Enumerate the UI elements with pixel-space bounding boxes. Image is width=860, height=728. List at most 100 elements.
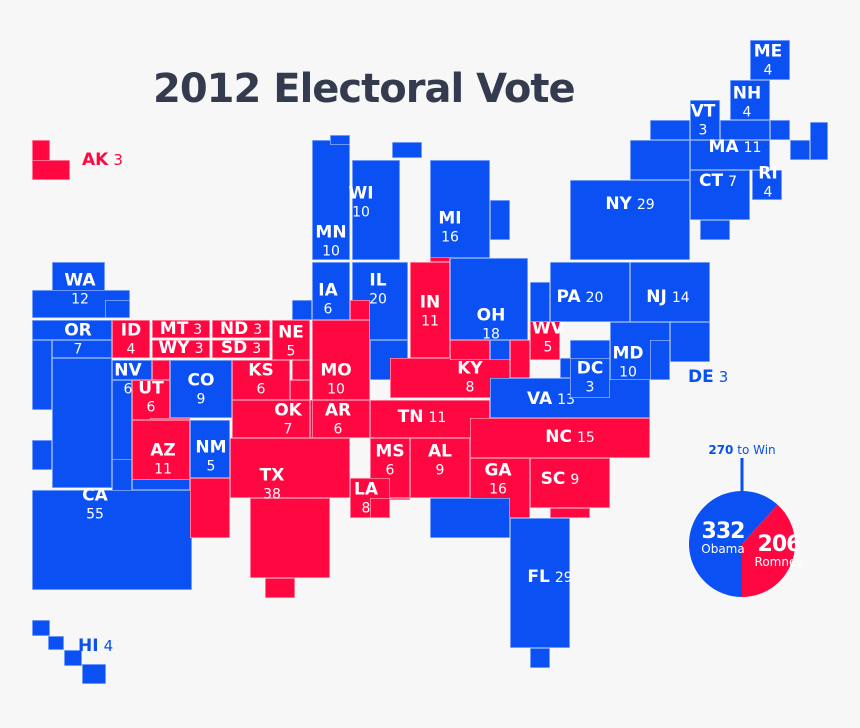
state-votes: 3 [113, 151, 123, 169]
state-shape [232, 400, 310, 438]
state-shape [112, 320, 150, 358]
state-shape [570, 180, 690, 260]
state-shape [430, 498, 510, 538]
obama-votes: 332 [701, 519, 746, 544]
state-shape [265, 578, 295, 598]
threshold-label: 270 to Win [708, 443, 775, 457]
state-shape [52, 262, 105, 292]
state-shape [470, 418, 650, 458]
threshold-text: to Win [737, 443, 776, 457]
state-shape [410, 262, 450, 358]
state-shape [670, 322, 710, 362]
state-shape [350, 300, 370, 320]
romney-name: Romney [754, 555, 804, 569]
state-abbr: AK [82, 150, 109, 170]
state-shape [570, 340, 610, 360]
state-shape [32, 440, 52, 470]
state-shape [430, 256, 450, 262]
state-shape [312, 262, 350, 320]
state-shape [790, 140, 810, 160]
state-shape [330, 135, 350, 145]
title-year: 2012 [153, 66, 261, 112]
state-shape [32, 320, 112, 340]
state-shape [82, 664, 106, 684]
state-shape [32, 160, 70, 180]
state-shape [232, 360, 290, 400]
state-shape [290, 380, 310, 400]
state-shape [292, 360, 310, 380]
state-shape [170, 360, 232, 418]
state-shape [550, 508, 590, 518]
state-shape [570, 358, 610, 398]
state-shape [150, 418, 190, 420]
state-shape [250, 498, 330, 578]
state-shape [770, 120, 790, 140]
state-label: DE 3 [688, 367, 728, 387]
state-shape [272, 320, 310, 360]
state-shape [312, 140, 350, 260]
state-label: HI 4 [78, 636, 113, 656]
state-shape [292, 300, 312, 320]
state-shape [550, 262, 630, 322]
state-label: AK 3 [82, 150, 123, 170]
state-shape [312, 400, 370, 438]
state-shape [752, 170, 782, 200]
romney-votes: 206 [757, 532, 802, 557]
pie-slice-romney [742, 504, 795, 597]
pie-slice-obama [689, 491, 778, 597]
state-shape [650, 120, 690, 140]
state-shape [105, 300, 130, 318]
state-shape [64, 650, 82, 666]
state-shape [32, 490, 192, 590]
state-shape [690, 170, 750, 220]
state-shape [720, 120, 770, 140]
state-shape [490, 200, 510, 240]
state-shape [510, 340, 530, 378]
state-shape [32, 620, 50, 636]
page-title: 2012 Electoral Vote [153, 66, 576, 112]
state-shape [410, 438, 470, 498]
state-shape [690, 100, 720, 140]
state-shape [52, 358, 112, 488]
state-shape [530, 648, 550, 668]
state-shape [392, 142, 422, 158]
state-shape [112, 360, 152, 380]
state-shape [132, 420, 190, 480]
romney-total: 206 Romney [754, 532, 804, 569]
state-shape [810, 122, 828, 160]
state-abbr: HI [78, 636, 99, 656]
title-text: Electoral Vote [273, 66, 575, 112]
state-shape [212, 320, 270, 338]
state-abbr: DE [688, 367, 714, 387]
state-shape [630, 262, 710, 322]
state-shape [190, 420, 230, 478]
state-shape [530, 458, 610, 508]
state-shape [430, 160, 490, 258]
state-votes: 4 [103, 637, 114, 655]
state-shape [152, 340, 210, 358]
obama-name: Obama [701, 542, 745, 556]
state-shape [690, 140, 770, 170]
state-shape [530, 320, 560, 360]
state-shape [190, 478, 230, 538]
state-shape [490, 340, 510, 360]
state-shape [48, 636, 64, 650]
state-shape [212, 340, 270, 358]
state-shape [32, 340, 52, 410]
state-shape [52, 340, 112, 358]
state-shape [390, 498, 410, 500]
state-shape [312, 320, 370, 400]
state-shape [630, 140, 690, 180]
state-shape [730, 80, 770, 120]
state-shape [352, 160, 400, 260]
state-shape [450, 258, 528, 340]
obama-total: 332 Obama [701, 519, 746, 556]
state-shape [530, 282, 550, 322]
state-shape [750, 40, 790, 80]
state-shape [152, 320, 210, 338]
state-votes: 3 [718, 368, 729, 386]
state-shape [510, 518, 570, 648]
state-shape [230, 438, 350, 498]
threshold-number: 270 [708, 443, 734, 457]
state-shape [650, 340, 670, 380]
